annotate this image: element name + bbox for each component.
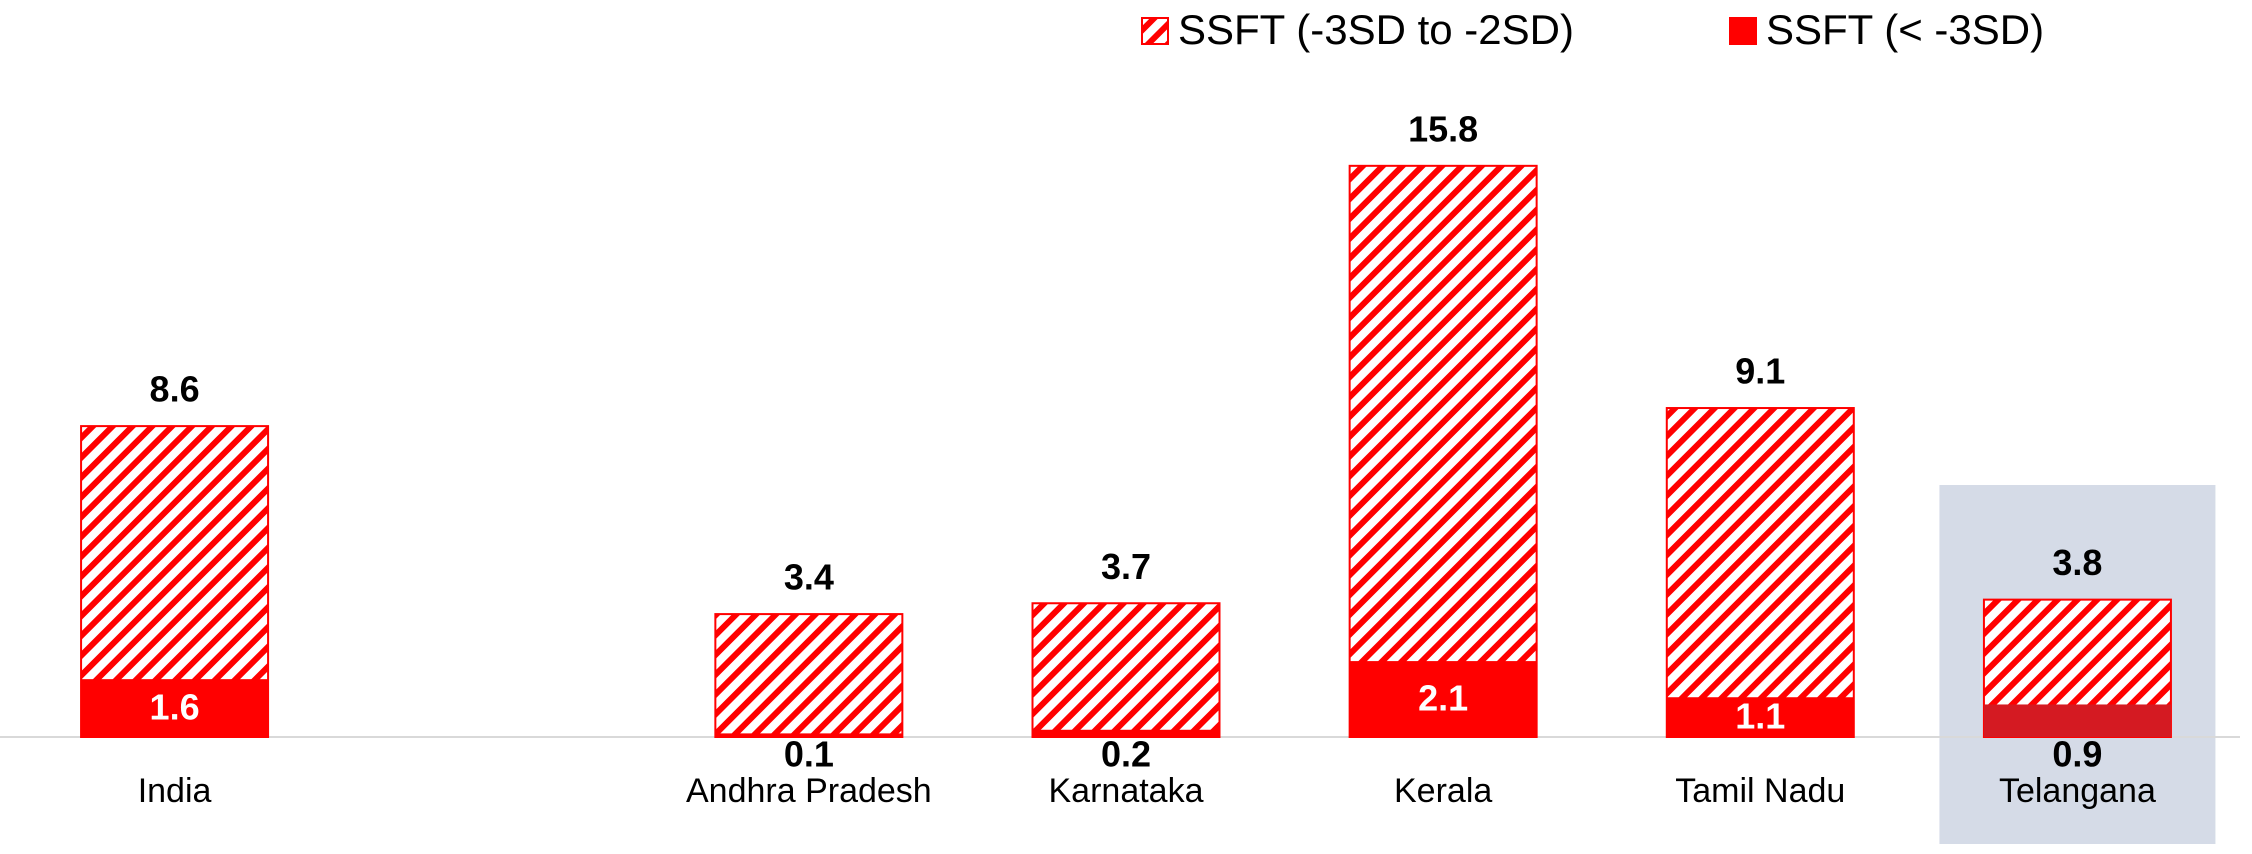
value-label: 9.1 [1735, 351, 1785, 392]
value-label: 0.2 [1101, 734, 1151, 775]
value-label: 0.9 [2052, 734, 2102, 775]
x-tick-label: Telangana [1999, 772, 2156, 810]
value-label: 15.8 [1408, 108, 1478, 149]
value-label: 3.4 [784, 557, 834, 598]
legend-label: SSFT (< -3SD) [1766, 6, 2044, 53]
x-tick-label: India [138, 772, 212, 810]
value-label: 1.1 [1735, 696, 1785, 737]
value-label: 1.6 [150, 687, 200, 728]
x-tick-label: Tamil Nadu [1675, 772, 1845, 810]
value-label: 3.8 [2052, 542, 2102, 583]
legend-label: SSFT (-3SD to -2SD) [1178, 6, 1574, 53]
x-tick-label: Karnataka [1049, 772, 1204, 810]
value-label: 0.1 [784, 734, 834, 775]
bar [1032, 729, 1220, 737]
value-label: 2.1 [1418, 678, 1468, 719]
bar [1983, 704, 2171, 737]
bar [81, 679, 269, 737]
bar [1349, 661, 1537, 737]
bar [1031, 602, 1221, 738]
bar [1348, 164, 1538, 738]
bar [1665, 407, 1855, 738]
legend-swatch [1141, 17, 1169, 45]
bar [1666, 697, 1854, 737]
bar [715, 733, 903, 737]
value-label: 8.6 [150, 369, 200, 410]
x-tick-label: Andhra Pradesh [686, 772, 932, 810]
bar [714, 613, 904, 739]
value-label: 3.7 [1101, 546, 1151, 587]
legend-swatch [1729, 17, 1757, 45]
x-tick-label: Kerala [1394, 772, 1492, 810]
